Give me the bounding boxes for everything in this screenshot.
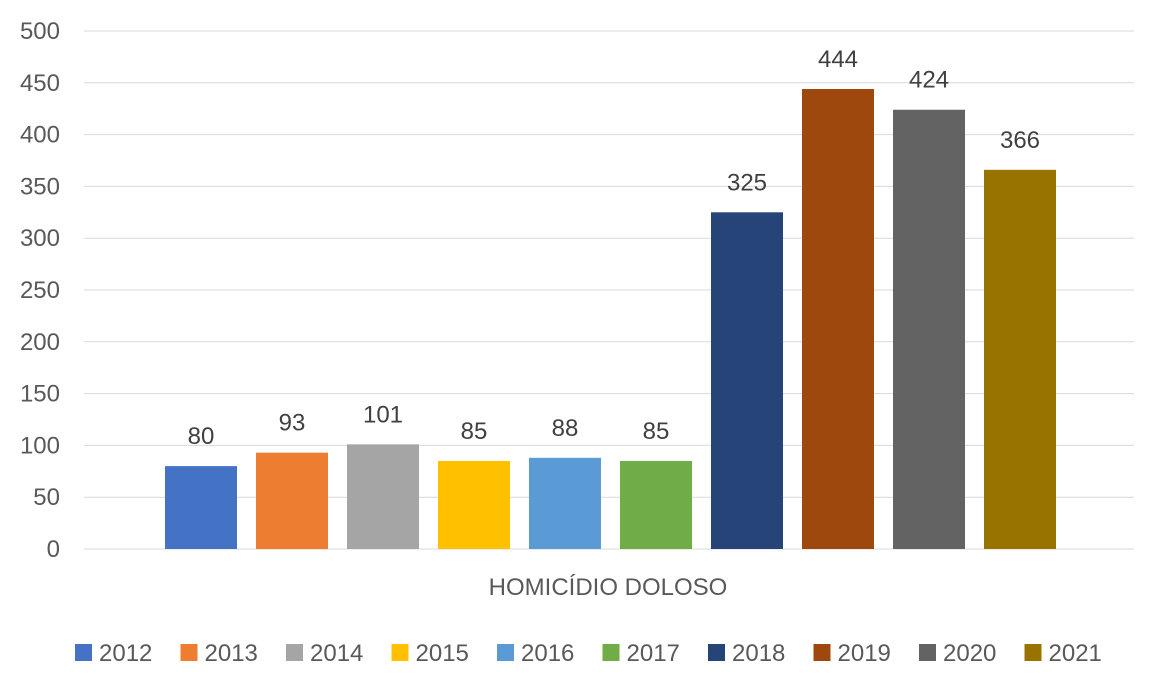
y-tick-label: 300 [20, 225, 60, 252]
y-tick-label: 450 [20, 70, 60, 97]
data-label-2012: 80 [188, 423, 215, 450]
legend-label-2019: 2019 [838, 640, 891, 667]
bar-2015 [438, 460, 510, 549]
legend-label-2018: 2018 [732, 640, 785, 667]
legend-label-2016: 2016 [521, 640, 574, 667]
y-tick-label: 500 [20, 18, 60, 45]
bar-2012 [165, 466, 237, 549]
legend-swatch-2013 [180, 644, 198, 661]
legend-label-2017: 2017 [627, 640, 680, 667]
y-tick-label: 200 [20, 329, 60, 356]
legend-label-2012: 2012 [99, 640, 152, 667]
data-label-2020: 424 [909, 67, 949, 94]
bar-2017 [620, 460, 692, 549]
category-label: HOMICÍDIO DOLOSO [489, 574, 728, 601]
data-label-2021: 366 [1000, 127, 1040, 154]
legend-label-2020: 2020 [943, 640, 996, 667]
y-tick-label: 150 [20, 381, 60, 408]
legend-swatch-2020 [919, 644, 936, 661]
legend-swatch-2017 [602, 644, 620, 661]
bar-2019 [802, 89, 874, 550]
gridlines [84, 30, 1134, 550]
legend-swatch-2012 [75, 644, 92, 661]
y-tick-label: 0 [47, 536, 60, 563]
y-axis: 0 50 100 150 200 250 300 350 400 450 500 [20, 18, 60, 563]
data-label-2013: 93 [279, 410, 306, 437]
y-tick-label: 100 [20, 432, 60, 459]
legend-swatch-2015 [391, 644, 409, 661]
bar-2020 [893, 109, 965, 550]
data-labels: 80 93 101 85 88 85 325 444 424 366 [188, 46, 1040, 450]
y-tick-label: 50 [33, 484, 60, 511]
legend-label-2013: 2013 [205, 640, 258, 667]
data-label-2015: 85 [461, 418, 488, 445]
y-tick-label: 350 [20, 173, 60, 200]
bar-2016 [529, 457, 601, 549]
legend-swatch-2018 [708, 644, 725, 661]
legend-label-2015: 2015 [416, 640, 469, 667]
legend-label-2021: 2021 [1049, 640, 1102, 667]
legend-swatch-2014 [286, 644, 303, 661]
legend-swatch-2016 [497, 644, 514, 661]
legend: 2012 2013 2014 2015 2016 2017 2018 2019 2020 2021 [75, 640, 1102, 667]
bar-2013 [256, 452, 328, 549]
data-label-2016: 88 [552, 415, 579, 442]
y-tick-label: 250 [20, 277, 60, 304]
bar-2021 [984, 169, 1056, 549]
legend-swatch-2021 [1024, 644, 1042, 661]
legend-label-2014: 2014 [310, 640, 363, 667]
bar-2018 [711, 212, 783, 550]
data-label-2018: 325 [727, 169, 767, 196]
data-label-2014: 101 [363, 401, 403, 428]
legend-swatch-2019 [813, 644, 831, 661]
data-label-2019: 444 [818, 46, 858, 73]
data-label-2017: 85 [643, 418, 670, 445]
y-tick-label: 400 [20, 122, 60, 149]
bars [165, 89, 1056, 550]
bar-2014 [347, 444, 419, 549]
x-axis: HOMICÍDIO DOLOSO [489, 574, 728, 601]
